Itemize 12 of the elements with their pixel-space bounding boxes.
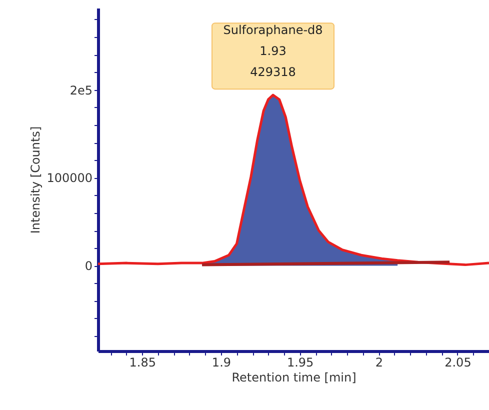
line-series [98, 94, 489, 266]
y-tick-label: 100000 [46, 171, 92, 186]
y-tick-label: 0 [84, 259, 92, 274]
x-tick-label: 1.95 [286, 356, 314, 370]
x-tick-label: 2 [375, 356, 383, 370]
x-axis-title: Retention time [min] [232, 370, 356, 384]
y-tick-label: 2e5 [70, 83, 92, 98]
x-tick-label: 1.85 [129, 356, 156, 370]
x-tick-label: 2.05 [444, 356, 472, 370]
y-axis-title: Intensity [Counts] [28, 126, 43, 234]
annotation: Sulforaphane-d8 1.93 429318 [223, 23, 323, 80]
x-tick-label: 1.9 [212, 356, 232, 370]
